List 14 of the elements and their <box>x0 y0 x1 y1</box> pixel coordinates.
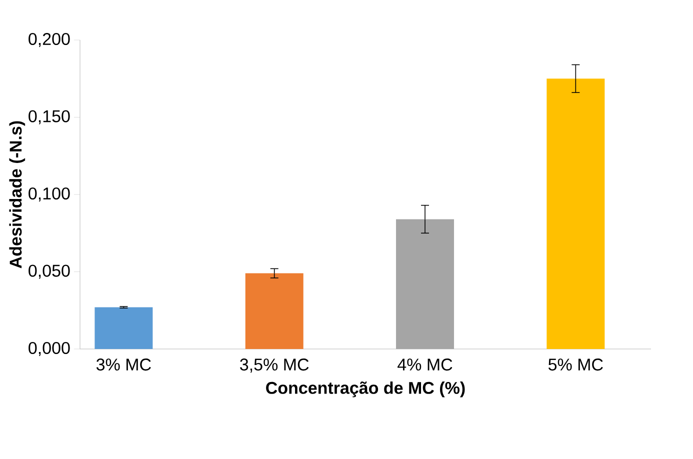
y-axis-title: Adesividade (-N.s) <box>9 121 26 268</box>
y-tick-label: 0,000 <box>28 342 70 356</box>
x-tick-label: 3% MC <box>96 358 151 371</box>
y-tick-label: 0,050 <box>28 264 70 279</box>
bar <box>245 273 304 349</box>
x-tick-label: 4% MC <box>398 358 452 371</box>
x-axis-title: Concentração de MC (%) <box>266 381 465 398</box>
bar <box>546 78 605 349</box>
y-tick-label: 0,150 <box>28 110 70 124</box>
bar <box>94 307 153 349</box>
y-tick-label: 0,100 <box>28 187 70 202</box>
y-tick-label: 0,200 <box>28 32 70 48</box>
x-tick-label: 3,5% MC <box>240 358 309 373</box>
x-tick-label: 5% MC <box>548 358 603 371</box>
